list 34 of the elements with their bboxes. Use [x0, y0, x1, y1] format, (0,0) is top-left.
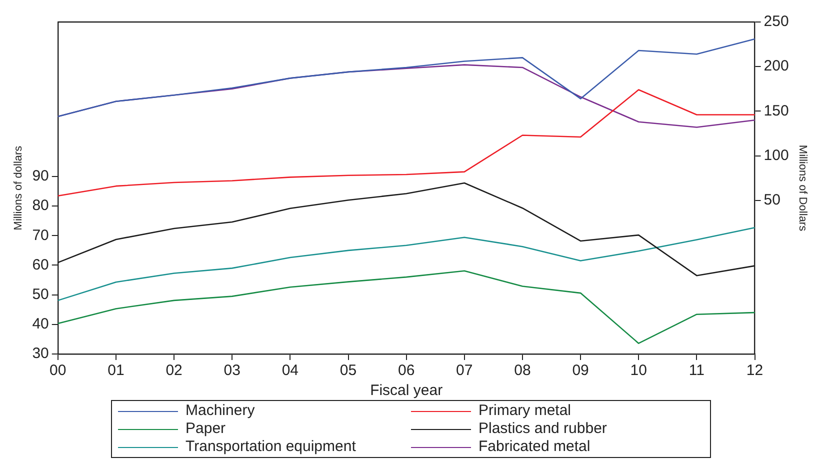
y-axis-title: Millions of dollars — [12, 145, 25, 230]
x-axis-title: Fiscal year — [370, 382, 443, 400]
x-tick-label: 05 — [340, 362, 357, 380]
x-tick-label: 08 — [514, 362, 531, 380]
x-tick-label: 11 — [688, 362, 704, 380]
x-tick-label: 09 — [572, 362, 589, 380]
x-tick-label: 01 — [108, 362, 124, 380]
x-tick-label: 00 — [50, 362, 66, 380]
y2-tick-label: 50 — [764, 191, 780, 208]
y-tick-label: 60 — [32, 256, 49, 274]
x-tick-label: 04 — [282, 362, 299, 380]
y2-axis-title: Millions of Dollars — [796, 144, 808, 232]
legend-label: Machinery — [186, 402, 255, 420]
legend-label: Transportation equipment — [186, 438, 356, 456]
x-tick-label: 06 — [398, 362, 415, 380]
y-tick-label: 70 — [32, 226, 49, 244]
legend-label: Plastics and rubber — [478, 420, 607, 438]
y2-tick-label: 100 — [764, 146, 789, 164]
x-tick-label: 12 — [746, 362, 764, 380]
x-tick-label: 02 — [166, 362, 182, 380]
y2-tick-label: 150 — [764, 102, 789, 120]
y-tick-label: 80 — [32, 197, 49, 214]
x-tick-label: 03 — [224, 362, 240, 380]
x-tick-label: 07 — [456, 362, 473, 380]
y2-tick-label: 200 — [764, 58, 789, 75]
legend-label: Fabricated metal — [478, 438, 590, 456]
y-tick-label: 90 — [32, 168, 49, 185]
y-tick-label: 50 — [32, 286, 49, 303]
x-tick-label: 10 — [630, 362, 647, 380]
y-tick-label: 30 — [32, 345, 49, 362]
y-tick-label: 40 — [32, 316, 49, 333]
y2-tick-label: 250 — [764, 13, 789, 30]
legend-label: Primary metal — [478, 402, 572, 420]
legend-label: Paper — [186, 420, 226, 438]
